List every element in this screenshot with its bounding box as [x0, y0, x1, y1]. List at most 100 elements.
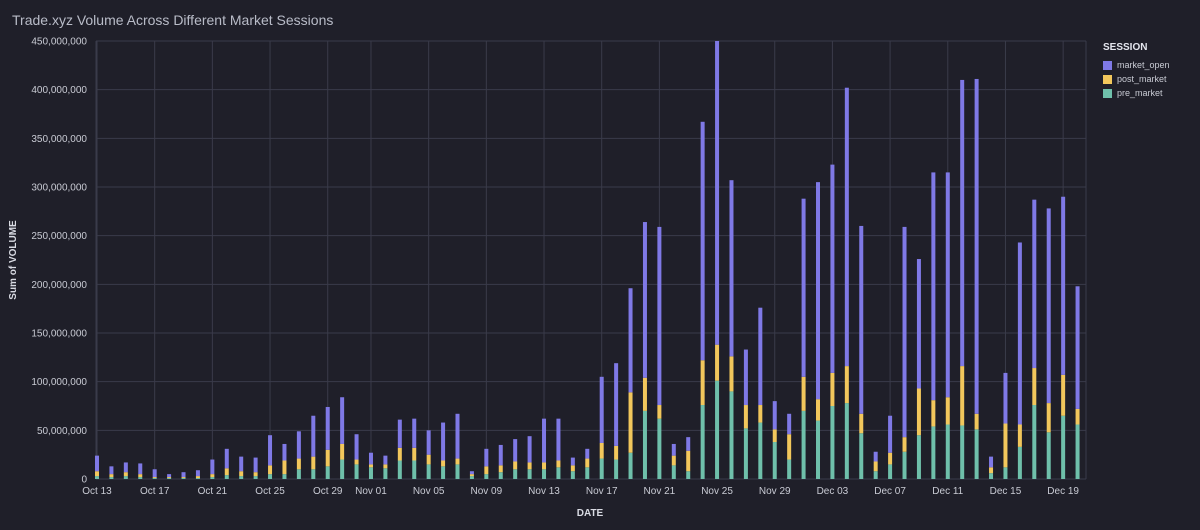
bar-segment-pre-market[interactable] [311, 469, 316, 479]
bar-segment-pre-market[interactable] [224, 475, 229, 479]
bar-segment-post-market[interactable] [1017, 424, 1022, 447]
bar-segment-post-market[interactable] [1075, 408, 1080, 425]
bar-segment-pre-market[interactable] [787, 459, 792, 479]
bar-segment-market-open[interactable] [397, 419, 402, 448]
bar-segment-pre-market[interactable] [383, 468, 388, 479]
bar-segment-market-open[interactable] [1003, 372, 1008, 424]
bar-segment-pre-market[interactable] [772, 442, 777, 479]
bar-segment-post-market[interactable] [1003, 423, 1008, 468]
bar-segment-pre-market[interactable] [195, 478, 200, 479]
bar-segment-post-market[interactable] [960, 366, 965, 426]
bar-segment-post-market[interactable] [152, 477, 157, 479]
bar-segment-post-market[interactable] [657, 405, 662, 419]
bar-segment-market-open[interactable] [1075, 286, 1080, 409]
bar-segment-post-market[interactable] [542, 462, 547, 470]
bar-segment-pre-market[interactable] [844, 403, 849, 479]
bar-segment-market-open[interactable] [960, 79, 965, 367]
legend-item-market-open[interactable]: market_open [1103, 58, 1170, 72]
legend-item-post-market[interactable]: post_market [1103, 72, 1170, 86]
bar-segment-pre-market[interactable] [628, 452, 633, 479]
bar-segment-post-market[interactable] [570, 465, 575, 472]
bar-segment-market-open[interactable] [844, 87, 849, 367]
bar-segment-market-open[interactable] [441, 422, 446, 461]
bar-segment-post-market[interactable] [527, 462, 532, 470]
bar-segment-post-market[interactable] [787, 434, 792, 460]
bar-segment-market-open[interactable] [181, 472, 186, 478]
bar-segment-pre-market[interactable] [916, 435, 921, 479]
bar-segment-pre-market[interactable] [1061, 415, 1066, 479]
bar-segment-post-market[interactable] [181, 477, 186, 479]
bar-segment-post-market[interactable] [268, 465, 273, 475]
bar-segment-pre-market[interactable] [484, 474, 489, 479]
bar-segment-post-market[interactable] [354, 459, 359, 465]
bar-segment-market-open[interactable] [570, 457, 575, 466]
bar-segment-post-market[interactable] [916, 388, 921, 436]
bar-segment-market-open[interactable] [268, 435, 273, 466]
bar-segment-pre-market[interactable] [657, 418, 662, 479]
bar-segment-market-open[interactable] [542, 418, 547, 463]
bar-segment-market-open[interactable] [743, 349, 748, 406]
bar-segment-post-market[interactable] [758, 405, 763, 423]
bar-segment-pre-market[interactable] [729, 391, 734, 479]
bar-segment-market-open[interactable] [787, 413, 792, 435]
bar-segment-pre-market[interactable] [542, 469, 547, 479]
bar-segment-post-market[interactable] [686, 450, 691, 472]
bar-segment-market-open[interactable] [325, 406, 330, 450]
bar-segment-post-market[interactable] [729, 356, 734, 392]
bar-segment-post-market[interactable] [974, 413, 979, 430]
bar-segment-market-open[interactable] [210, 459, 215, 475]
bar-segment-pre-market[interactable] [152, 478, 157, 479]
bar-segment-post-market[interactable] [513, 461, 518, 470]
bar-segment-market-open[interactable] [902, 226, 907, 438]
bar-segment-pre-market[interactable] [715, 380, 720, 479]
bar-segment-pre-market[interactable] [1003, 467, 1008, 479]
bar-segment-pre-market[interactable] [138, 477, 143, 479]
bar-segment-post-market[interactable] [902, 437, 907, 452]
bar-segment-post-market[interactable] [888, 452, 893, 465]
bar-segment-post-market[interactable] [556, 460, 561, 468]
bar-segment-market-open[interactable] [1046, 208, 1051, 404]
bar-segment-pre-market[interactable] [801, 410, 806, 479]
bar-segment-market-open[interactable] [195, 470, 200, 477]
bar-segment-market-open[interactable] [657, 226, 662, 406]
bar-segment-post-market[interactable] [282, 460, 287, 475]
bar-segment-post-market[interactable] [340, 443, 345, 460]
bar-segment-pre-market[interactable] [513, 469, 518, 479]
bar-segment-post-market[interactable] [844, 366, 849, 404]
bar-segment-post-market[interactable] [801, 376, 806, 411]
bar-segment-pre-market[interactable] [614, 459, 619, 479]
bar-segment-market-open[interactable] [354, 434, 359, 460]
bar-segment-market-open[interactable] [772, 401, 777, 430]
bar-segment-market-open[interactable] [224, 448, 229, 469]
bar-segment-market-open[interactable] [989, 456, 994, 468]
bar-segment-market-open[interactable] [455, 413, 460, 459]
bar-segment-pre-market[interactable] [642, 410, 647, 479]
bar-segment-post-market[interactable] [239, 471, 244, 477]
bar-segment-market-open[interactable] [167, 474, 172, 478]
bar-segment-post-market[interactable] [772, 429, 777, 443]
bar-segment-market-open[interactable] [816, 182, 820, 400]
bar-segment-post-market[interactable] [296, 458, 301, 470]
bar-segment-market-open[interactable] [109, 466, 114, 475]
bar-segment-pre-market[interactable] [325, 466, 330, 479]
bar-segment-market-open[interactable] [599, 376, 604, 443]
bar-segment-pre-market[interactable] [340, 459, 345, 479]
bar-segment-post-market[interactable] [311, 456, 316, 470]
bar-segment-market-open[interactable] [282, 443, 287, 461]
bar-segment-pre-market[interactable] [989, 473, 994, 479]
bar-segment-pre-market[interactable] [758, 422, 763, 479]
bar-segment-post-market[interactable] [210, 474, 215, 478]
bar-segment-post-market[interactable] [1046, 403, 1051, 433]
bar-segment-pre-market[interactable] [888, 464, 893, 479]
bar-segment-post-market[interactable] [383, 464, 388, 469]
bar-segment-market-open[interactable] [945, 172, 950, 398]
bar-segment-pre-market[interactable] [498, 472, 503, 479]
bar-segment-market-open[interactable] [412, 418, 417, 448]
bar-segment-market-open[interactable] [614, 363, 619, 446]
bar-segment-post-market[interactable] [469, 474, 474, 477]
bar-segment-market-open[interactable] [138, 463, 143, 475]
bar-segment-pre-market[interactable] [282, 474, 287, 479]
bar-segment-market-open[interactable] [888, 415, 893, 453]
bar-segment-market-open[interactable] [931, 172, 936, 401]
bar-segment-pre-market[interactable] [253, 476, 258, 479]
